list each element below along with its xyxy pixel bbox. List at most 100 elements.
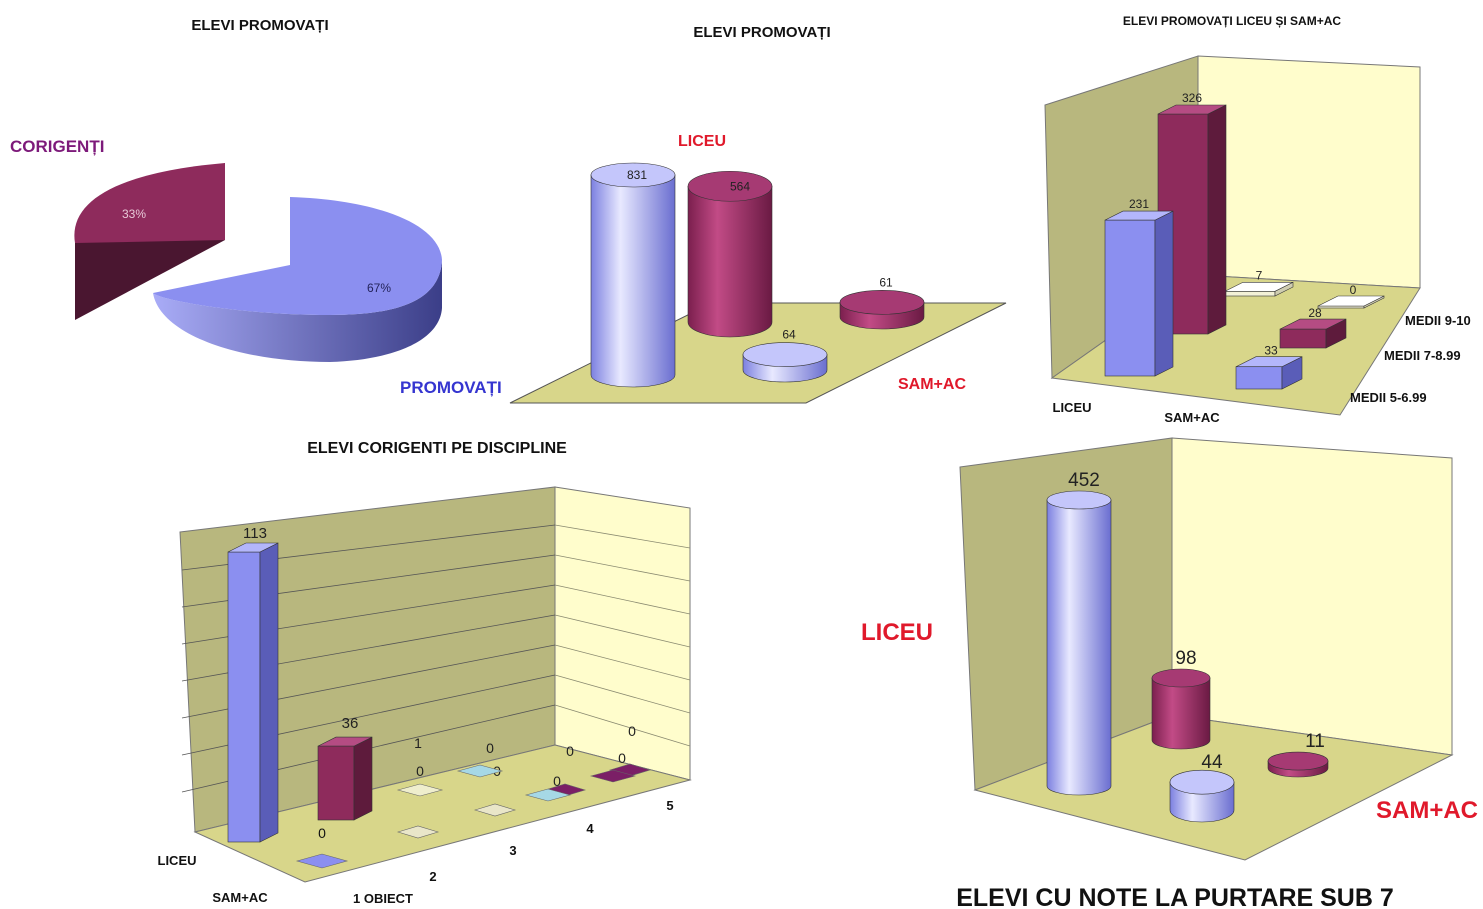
bar-top	[1317, 295, 1385, 307]
data-label: 1	[414, 735, 422, 751]
cylinder-top	[1267, 751, 1329, 771]
data-label: 36	[342, 715, 359, 732]
row-label: LICEU	[158, 853, 197, 868]
bar-samac-2	[473, 803, 517, 817]
category-label: SAM+AC	[1164, 410, 1220, 425]
grid-line	[554, 554, 691, 582]
grid-line	[554, 674, 691, 714]
chart-title: ELEVI CORIGENTI PE DISCIPLINE	[307, 440, 567, 457]
data-label: 7	[1256, 268, 1263, 282]
bar-top	[317, 736, 373, 747]
bar-liceu-2	[456, 764, 504, 778]
data-label: 831	[627, 168, 647, 182]
bar-front	[1235, 366, 1283, 390]
bar-side	[353, 736, 373, 821]
category-label: LICEU	[1053, 400, 1092, 415]
cylinder-samac-1	[839, 290, 925, 330]
cylinder-top	[839, 290, 925, 315]
chart-title: ELEVI CU NOTE LA PURTARE SUB 7	[956, 884, 1394, 909]
slice-label: 33%	[122, 207, 146, 221]
data-label: 0	[566, 743, 574, 759]
data-label: 64	[782, 328, 796, 342]
series-label: MEDII 9-10	[1405, 313, 1471, 328]
cylinder-samac-0	[742, 342, 828, 383]
bar-chart-corigenti: ELEVI CORIGENTI PE DISCIPLINE 0000360001…	[158, 440, 692, 906]
bar-side	[1154, 210, 1174, 377]
slice-label: 67%	[367, 281, 391, 295]
cylinder-b-1	[1267, 751, 1329, 778]
bar-top	[227, 542, 279, 553]
pie-slice-corigenti	[74, 163, 226, 243]
bar-liceu-0	[227, 542, 279, 843]
cylinder-top	[1151, 668, 1211, 688]
grid-line	[554, 584, 691, 615]
data-label: 0	[553, 773, 561, 789]
grid-line	[554, 614, 691, 648]
extra-zero-label: 0	[318, 825, 326, 841]
category-label: 1 OBIECT	[353, 891, 413, 906]
row-label: SAM+AC	[212, 890, 268, 905]
grid-line	[554, 704, 691, 747]
cylinder-side	[687, 185, 773, 338]
bar-top	[1157, 104, 1227, 115]
category-label: 4	[586, 821, 594, 836]
bar-chart-medii: ELEVI PROMOVAȚI LICEU ȘI SAM+AC 0 7 28 326 3…	[1044, 14, 1471, 425]
cylinder-liceu-0	[590, 162, 676, 388]
bar-medii5699-1	[1235, 356, 1303, 390]
series-label: MEDII 7-8.99	[1384, 348, 1461, 363]
data-label: 0	[486, 740, 494, 756]
data-label: 44	[1201, 752, 1223, 773]
chart-floor	[193, 744, 692, 883]
data-label: 0	[618, 750, 626, 766]
category-label-samac: SAM+AC	[1376, 797, 1478, 824]
category-label: 2	[429, 869, 436, 884]
chart-right-wall	[1171, 437, 1453, 756]
bar-liceu-4	[589, 769, 637, 783]
bar-side	[259, 542, 279, 843]
data-label: 0	[1350, 283, 1357, 297]
category-label-liceu: LICEU	[678, 133, 726, 150]
series-label: MEDII 5-6.99	[1350, 390, 1427, 405]
bar-front	[227, 551, 261, 843]
legend-label-corigenti: CORIGENȚI	[10, 137, 104, 156]
bar-top	[1235, 356, 1303, 368]
bar-liceu-1	[396, 783, 444, 797]
category-label-liceu: LICEU	[861, 619, 933, 646]
data-label: 33	[1264, 344, 1278, 358]
grid-line	[554, 644, 691, 681]
data-label: 28	[1308, 306, 1322, 320]
category-label-samac: SAM+AC	[898, 376, 966, 393]
data-label: 61	[879, 275, 893, 289]
cylinder-side	[1151, 677, 1211, 750]
bar-front	[1279, 328, 1327, 349]
data-label: 231	[1129, 197, 1149, 211]
data-label: 0	[628, 723, 636, 739]
cylinder-chart-promovati: ELEVI PROMOVAȚI 61 64 564 831 LICEU SAM+AC	[509, 24, 1007, 404]
bar-top	[1279, 318, 1347, 330]
grid-line	[554, 524, 691, 549]
data-label: 564	[730, 179, 750, 193]
bar-front	[1104, 219, 1156, 377]
bar-medii910-1	[1317, 295, 1385, 309]
chart-right-wall	[554, 486, 691, 781]
category-label: 5	[666, 798, 673, 813]
cylinder-liceu-1	[687, 170, 773, 338]
chart-title: ELEVI PROMOVAȚI	[693, 24, 830, 41]
data-label: 452	[1068, 470, 1100, 491]
cylinder-side	[1046, 499, 1112, 796]
bar-side	[1207, 104, 1227, 335]
bar-top	[1224, 281, 1294, 292]
bar-samac-1	[396, 825, 440, 839]
legend-label-promovati: PROMOVAȚI	[400, 378, 502, 397]
data-label: 98	[1175, 648, 1196, 669]
bar-medii910-0	[1224, 281, 1294, 297]
data-label: 11	[1305, 731, 1325, 752]
cylinder-top	[590, 162, 676, 188]
pie-slice-side-promovati	[153, 260, 442, 362]
cylinder-top	[742, 342, 828, 367]
data-label: 0	[416, 763, 424, 779]
cylinder-a-0	[1046, 490, 1112, 796]
pie-slice-promovati	[153, 197, 442, 315]
cylinder-a-1	[1169, 769, 1235, 823]
